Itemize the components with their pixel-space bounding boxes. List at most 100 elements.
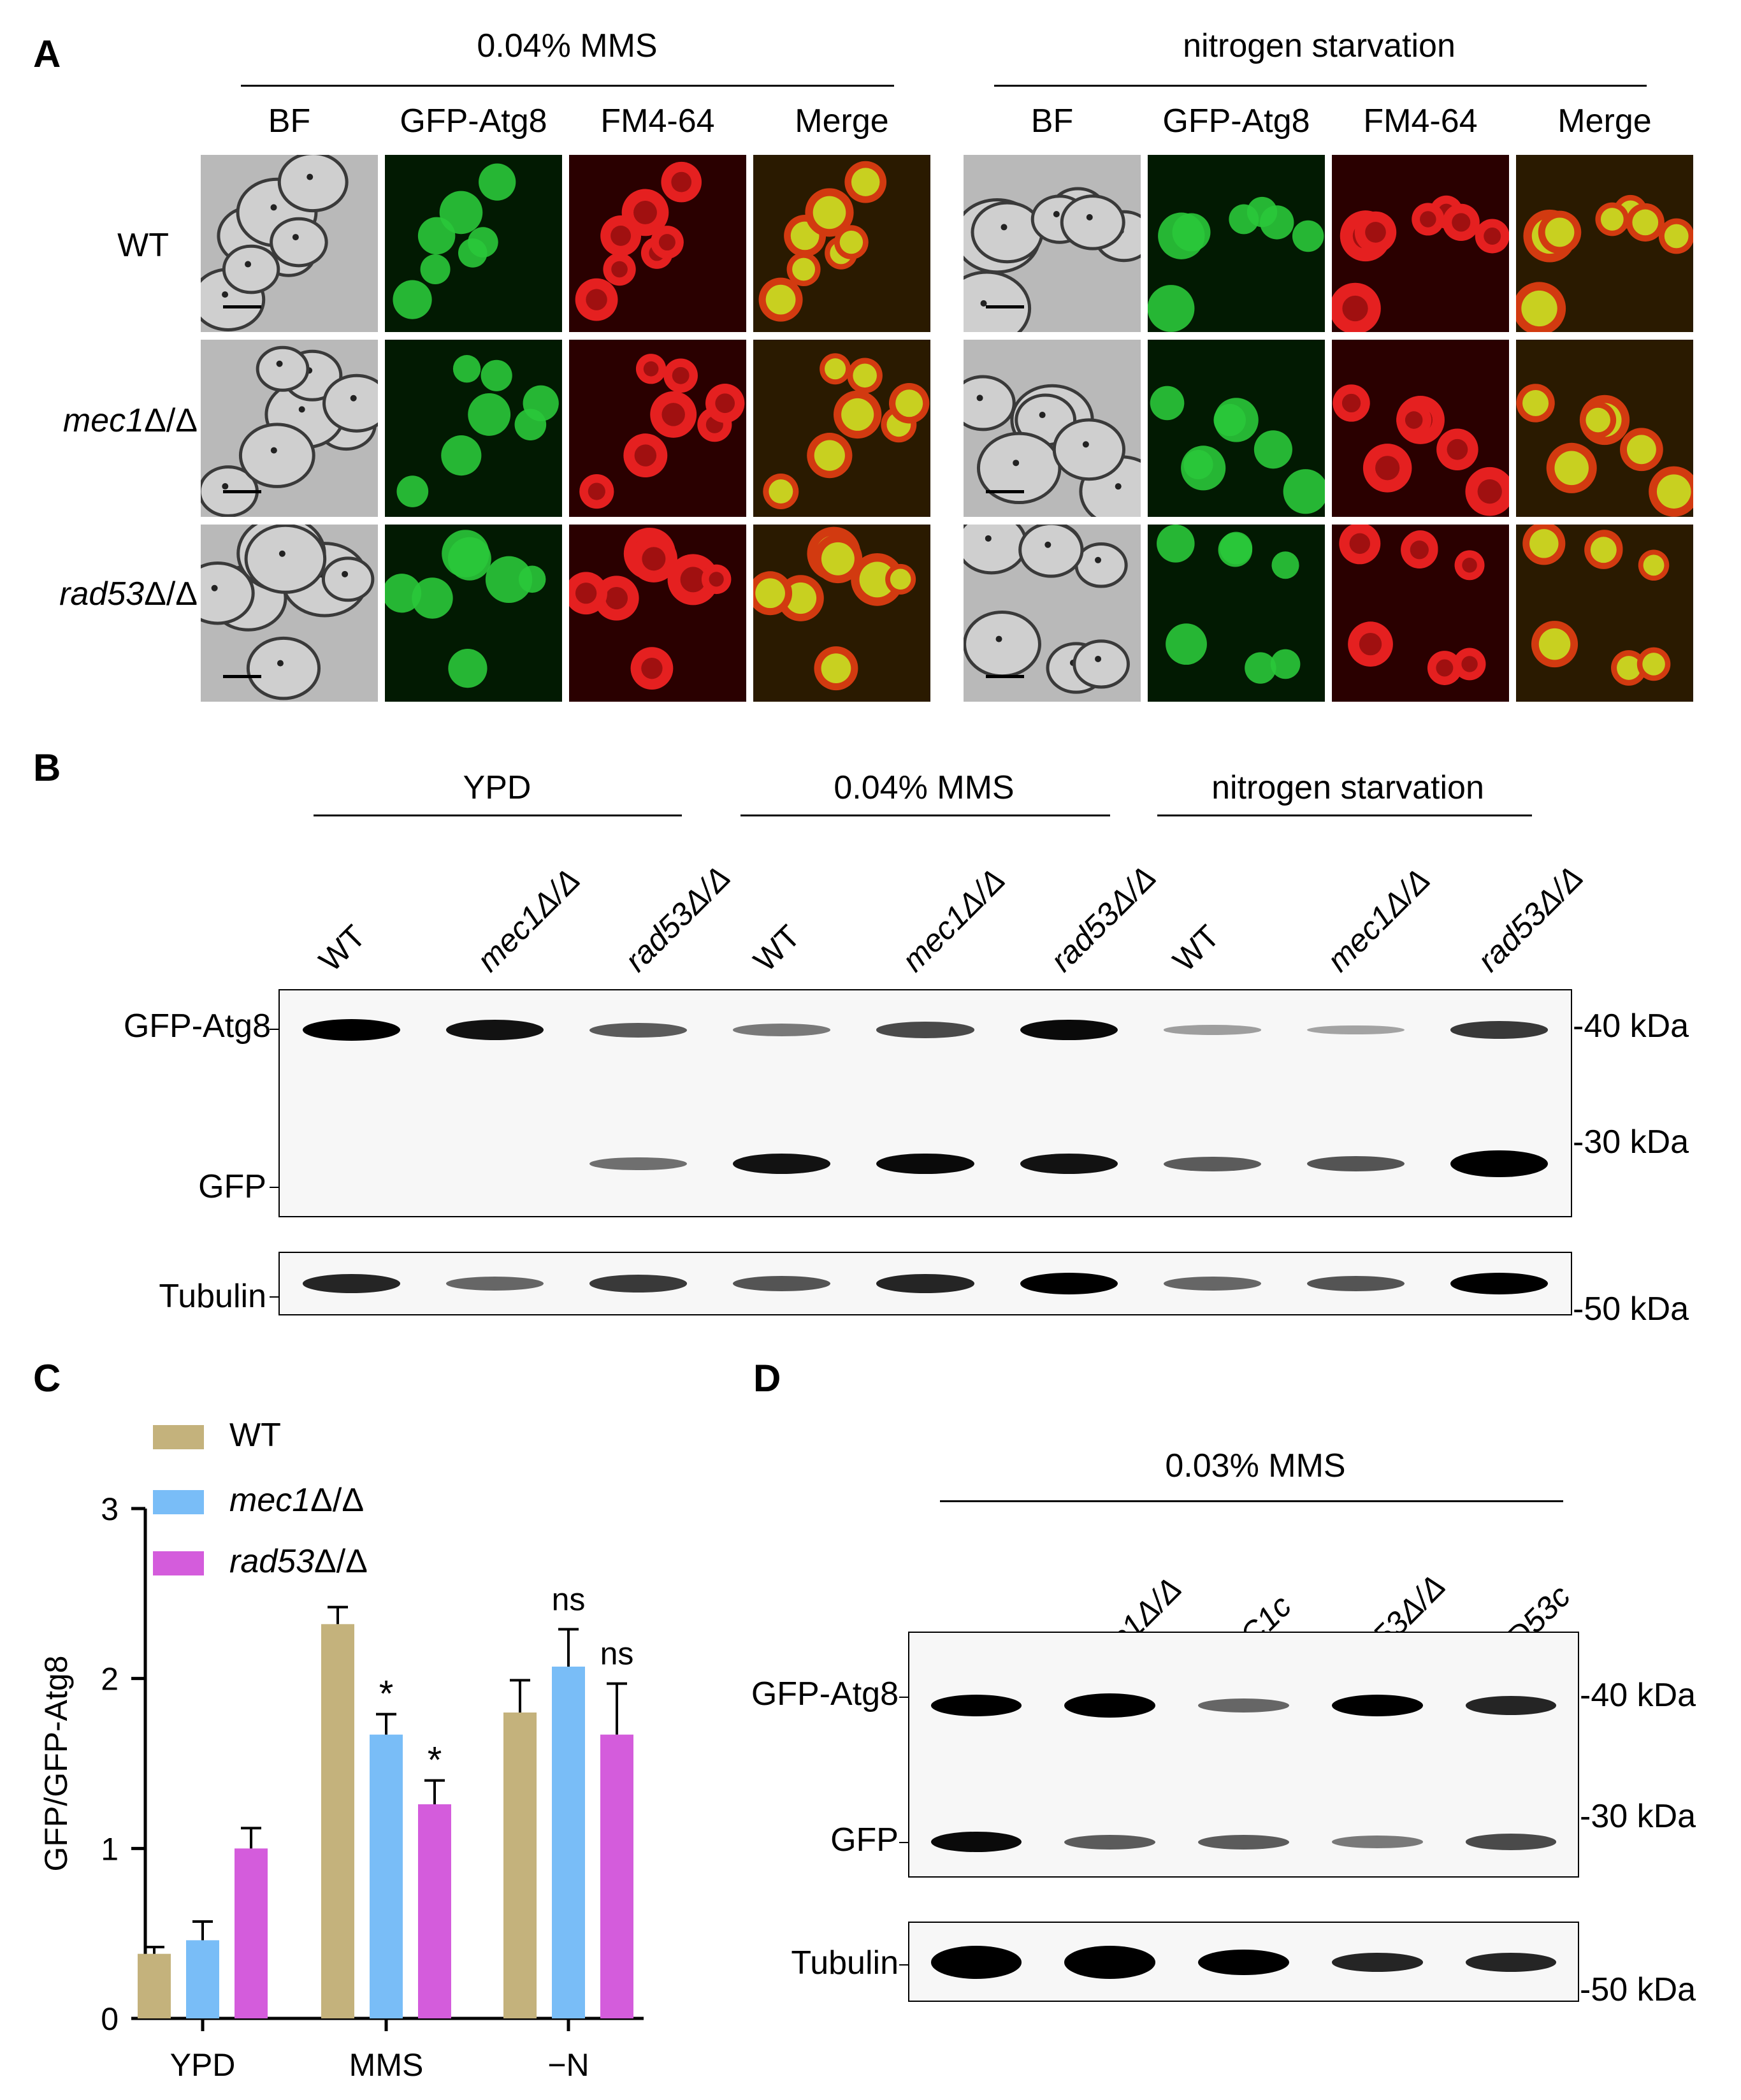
blot-band [1450,1021,1548,1039]
panel-d-main-blot [908,1632,1579,1878]
micrograph-bf [201,340,378,517]
channel-header-merge-2: Merge [1557,103,1652,140]
micrograph-merge [753,525,930,702]
bar [503,1713,537,2018]
micrograph-bf [201,155,378,332]
blot-band [303,1019,401,1041]
panel-d-label-gfp: GFP [830,1821,899,1858]
x-tick-label: YPD [170,2047,236,2083]
blot-band [930,1831,1022,1853]
blot-band [930,1946,1022,1979]
micrograph-gfp [385,525,562,702]
panel-b-lane-9: rad53Δ/Δ [1470,858,1590,979]
blot-band [1064,1946,1156,1979]
micrograph-merge [753,155,930,332]
panel-d-tick-gfp-atg8 [899,1697,908,1698]
panel-b-lane-8: mec1Δ/Δ [1320,861,1438,979]
blot-band [1450,1273,1548,1294]
blot-band [589,1275,688,1293]
micrograph-bf [964,340,1141,517]
y-axis-label: GFP/GFP-Atg8 [38,1656,74,1872]
panel-b-lane-4: WT [746,918,807,979]
blot-band [1331,1695,1423,1716]
panel-b-label-gfp-atg8: GFP-Atg8 [123,1008,271,1045]
panel-d-label-tubulin: Tubulin [791,1944,899,1981]
micrograph-merge [1516,340,1693,517]
panel-b-marker-30: -30 kDa [1573,1124,1689,1161]
blot-band [1198,1834,1289,1850]
panel-d-tick-gfp [899,1842,908,1843]
panel-b-lane-1: WT [312,918,373,979]
blot-band [1020,1273,1118,1294]
panel-b-tick-tubulin [270,1296,278,1298]
panel-b-group-nitrogen: nitrogen starvation [1211,769,1484,806]
micrograph-gfp [1148,155,1325,332]
panel-b-label-tubulin: Tubulin [159,1278,266,1315]
panel-b-tick-gfp [270,1187,278,1188]
panel-b-group-mms: 0.04% MMS [834,769,1015,806]
panel-b-nitrogen-rule [1157,815,1532,816]
micrograph-fm [569,340,746,517]
blot-band [1465,1953,1557,1972]
blot-band [1331,1953,1423,1972]
bar [186,1940,219,2018]
panel-b-marker-50: -50 kDa [1573,1291,1689,1328]
blot-band [733,1154,831,1174]
channel-header-bf: BF [268,103,311,140]
y-tick-label: 2 [101,1662,119,1697]
bar [552,1667,585,2018]
panel-a-mms-rule [241,85,894,87]
blot-band [1306,1155,1405,1172]
bar [418,1804,451,2018]
panel-b-lane-2: mec1Δ/Δ [470,861,588,979]
blot-band [733,1024,831,1036]
panel-d-letter: D [753,1357,781,1400]
blot-band [733,1275,831,1292]
blot-band [1163,1156,1261,1171]
micrograph-fm [569,155,746,332]
panel-b-ypd-rule [314,815,682,816]
panel-c-letter: C [33,1357,61,1400]
blot-band [589,1022,688,1038]
blot-band [1163,1025,1261,1035]
panel-b-tick-gfp-atg8 [270,1029,278,1030]
blot-band [589,1157,688,1171]
blot-band [930,1695,1022,1716]
blot-band [446,1020,544,1040]
bar [600,1734,633,2018]
row-label-mec1: mec1Δ/Δ [62,402,198,439]
panel-a-letter: A [33,33,61,75]
y-tick-label: 0 [101,2001,119,2037]
row-label-rad53: rad53Δ/Δ [59,576,198,612]
micrograph-fm [1332,155,1509,332]
blot-band [1306,1275,1405,1292]
blot-band [876,1274,974,1293]
channel-header-merge: Merge [795,103,889,140]
channel-header-gfp: GFP-Atg8 [400,103,547,140]
legend-label-wt: WT [229,1417,281,1454]
micrograph-bf [964,525,1141,702]
micrograph-bf [964,155,1141,332]
blot-band [1450,1150,1548,1178]
blot-band [1306,1025,1405,1035]
micrograph-gfp [1148,340,1325,517]
panel-b-mms-rule [740,815,1110,816]
panel-b-marker-40: -40 kDa [1573,1008,1689,1045]
panel-a-nitrogen-rule [994,85,1647,87]
channel-header-fm464: FM4-64 [600,103,715,140]
y-tick-label: 3 [101,1491,119,1527]
micrograph-merge [1516,155,1693,332]
blot-band [446,1277,544,1291]
channel-header-fm464-2: FM4-64 [1363,103,1478,140]
blot-band [1163,1277,1261,1291]
panel-b-lane-5: mec1Δ/Δ [895,861,1013,979]
x-tick-label: −N [547,2047,589,2083]
micrograph-gfp [385,340,562,517]
blot-band [1198,1698,1289,1713]
micrograph-merge [1516,525,1693,702]
panel-b-lane-6: rad53Δ/Δ [1043,858,1163,979]
panel-b-tubulin-blot [278,1252,1572,1315]
panel-d-marker-50: -50 kDa [1580,1971,1696,2008]
bar [321,1624,354,2018]
micrograph-fm [569,525,746,702]
